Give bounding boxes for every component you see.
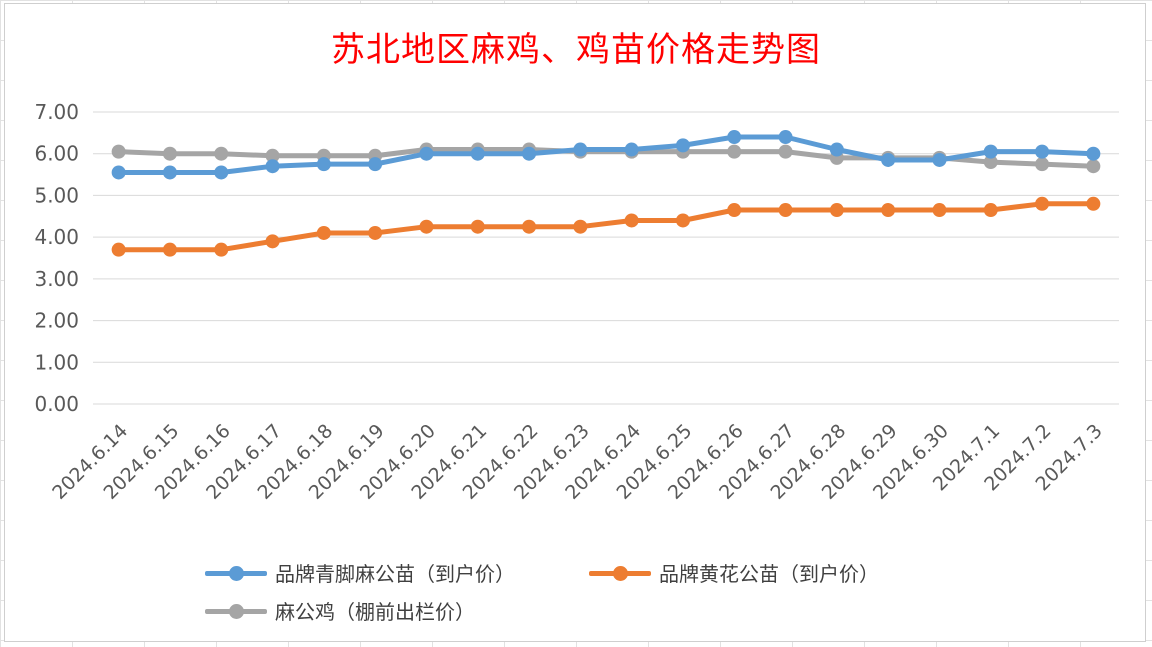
data-point-series-2-12 <box>727 203 742 218</box>
data-point-series-2-19 <box>1086 196 1101 211</box>
data-point-series-2-7 <box>470 219 485 234</box>
data-point-series-1-19 <box>1086 146 1101 161</box>
data-point-series-1-10 <box>624 142 639 157</box>
chart-title: 苏北地区麻鸡、鸡苗价格走势图 <box>331 30 821 70</box>
data-point-series-2-9 <box>573 219 588 234</box>
legend-label-series-2: 品牌黄花公苗（到户价） <box>659 562 879 586</box>
data-point-series-1-16 <box>932 152 947 167</box>
data-point-series-1-9 <box>573 142 588 157</box>
legend-swatch-series-3 <box>205 601 267 621</box>
data-point-series-2-0 <box>111 242 126 257</box>
data-point-series-2-3 <box>265 234 280 249</box>
legend-swatch-series-1 <box>205 563 267 583</box>
legend-marker-series-2 <box>613 565 628 581</box>
y-tick-label-7: 7.00 <box>34 100 79 124</box>
data-point-series-2-8 <box>522 219 537 234</box>
y-tick-label-2: 2.00 <box>34 309 79 333</box>
series-line-1 <box>116 134 1096 175</box>
data-point-series-3-12 <box>727 144 742 159</box>
data-point-series-1-17 <box>983 144 998 159</box>
data-point-series-3-18 <box>1035 157 1050 172</box>
legend-marker-series-3 <box>229 603 244 619</box>
chart-area[interactable]: 苏北地区麻鸡、鸡苗价格走势图 0.00 1.00 2.00 3.00 4.00 5.00 6… <box>4 3 1146 642</box>
data-point-series-1-3 <box>265 159 280 174</box>
data-point-series-2-17 <box>983 203 998 218</box>
data-point-series-3-0 <box>111 144 126 159</box>
y-tick-label-3: 3.00 <box>34 267 79 291</box>
data-point-series-1-18 <box>1035 144 1050 159</box>
legend-label-series-1: 品牌青脚麻公苗（到户价） <box>275 562 515 586</box>
y-tick-label-0: 0.00 <box>34 392 79 416</box>
data-point-series-1-12 <box>727 130 742 145</box>
data-point-series-1-1 <box>162 165 177 180</box>
data-point-series-2-14 <box>829 203 844 218</box>
data-point-series-1-0 <box>111 165 126 180</box>
data-point-series-1-15 <box>881 152 896 167</box>
data-point-series-1-7 <box>470 146 485 161</box>
y-tick-label-6: 6.00 <box>34 142 79 166</box>
legend-label-series-3: 麻公鸡（棚前出栏价） <box>275 600 475 624</box>
legend-item-series-3[interactable]: 麻公鸡（棚前出栏价） <box>205 596 475 625</box>
legend-marker-series-1 <box>229 565 244 581</box>
data-point-series-2-4 <box>316 225 331 240</box>
y-tick-label-4: 4.00 <box>34 225 79 249</box>
data-point-series-2-2 <box>214 242 229 257</box>
data-point-series-2-1 <box>162 242 177 257</box>
data-point-series-2-18 <box>1035 196 1050 211</box>
legend-item-series-1[interactable]: 品牌青脚麻公苗（到户价） <box>205 558 515 587</box>
data-point-series-1-14 <box>829 142 844 157</box>
legend-swatch-series-2 <box>589 563 651 583</box>
data-point-series-2-11 <box>675 213 690 228</box>
data-point-series-3-19 <box>1086 159 1101 174</box>
plot-area: 0.001.002.003.004.005.006.007.002024.6.1… <box>34 100 1119 504</box>
data-point-series-2-15 <box>881 203 896 218</box>
data-point-series-2-16 <box>932 203 947 218</box>
data-point-series-2-5 <box>368 225 383 240</box>
data-point-series-3-1 <box>162 146 177 161</box>
data-point-series-1-13 <box>778 130 793 145</box>
data-point-series-2-6 <box>419 219 434 234</box>
data-point-series-3-3 <box>265 148 280 163</box>
legend-item-series-2[interactable]: 品牌黄花公苗（到户价） <box>589 558 879 587</box>
series-line-2 <box>116 201 1096 253</box>
data-point-series-1-2 <box>214 165 229 180</box>
data-point-series-1-6 <box>419 146 434 161</box>
data-point-series-3-13 <box>778 144 793 159</box>
data-point-series-3-17 <box>983 155 998 170</box>
data-point-series-1-11 <box>675 138 690 153</box>
data-point-series-1-8 <box>522 146 537 161</box>
data-point-series-1-5 <box>368 157 383 172</box>
data-point-series-3-2 <box>214 146 229 161</box>
y-tick-label-5: 5.00 <box>34 183 79 207</box>
data-point-series-1-4 <box>316 157 331 172</box>
data-point-series-2-13 <box>778 203 793 218</box>
y-tick-label-1: 1.00 <box>34 350 79 374</box>
data-point-series-2-10 <box>624 213 639 228</box>
